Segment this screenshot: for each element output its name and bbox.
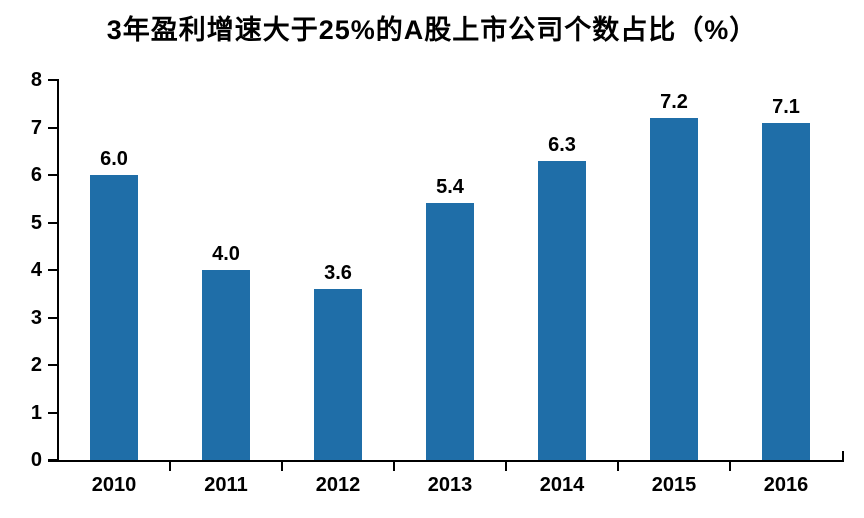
x-axis-end-tick bbox=[842, 451, 844, 460]
x-tick bbox=[505, 462, 507, 471]
x-axis-line bbox=[48, 460, 844, 462]
x-axis-label: 2015 bbox=[651, 474, 697, 496]
y-tick bbox=[48, 316, 58, 319]
y-tick bbox=[48, 411, 58, 414]
x-axis-label: 2011 bbox=[204, 474, 248, 496]
bar-value-label: 6.3 bbox=[548, 134, 576, 156]
y-tick-label: 7 bbox=[30, 116, 42, 139]
x-tick bbox=[169, 462, 171, 471]
x-tick bbox=[393, 462, 395, 471]
x-axis-label: 2014 bbox=[539, 474, 585, 496]
bar-value-label: 6.0 bbox=[100, 148, 128, 170]
y-tick-label: 6 bbox=[30, 164, 42, 186]
bar bbox=[538, 161, 586, 460]
bar bbox=[314, 289, 362, 460]
bar-value-label: 3.6 bbox=[324, 262, 352, 284]
bar-value-label: 5.4 bbox=[436, 176, 464, 198]
x-tick bbox=[617, 462, 619, 471]
y-tick-label: 4 bbox=[30, 259, 42, 281]
x-tick bbox=[729, 462, 731, 471]
y-tick bbox=[48, 221, 58, 224]
y-tick bbox=[48, 364, 58, 366]
y-tick-label: 5 bbox=[30, 211, 42, 234]
chart-title: 3年盈利增速大于25%的A股上市公司个数占比（%） bbox=[106, 15, 758, 45]
x-axis-label: 2016 bbox=[763, 474, 809, 496]
bar bbox=[90, 175, 138, 460]
x-axis-label: 2010 bbox=[91, 474, 137, 496]
y-tick bbox=[48, 269, 58, 271]
bar-value-label: 7.1 bbox=[772, 96, 800, 118]
y-tick-label: 8 bbox=[30, 69, 42, 91]
bar bbox=[762, 123, 810, 460]
y-tick bbox=[48, 459, 58, 461]
bar bbox=[202, 270, 250, 460]
bar-value-label: 7.2 bbox=[660, 91, 688, 113]
bar-value-label: 4.0 bbox=[212, 243, 240, 265]
y-tick bbox=[48, 174, 58, 176]
y-tick-label: 2 bbox=[30, 354, 42, 376]
y-tick-label: 3 bbox=[30, 306, 42, 329]
y-tick-label: 0 bbox=[30, 449, 42, 471]
bar bbox=[650, 118, 698, 460]
x-axis-label: 2013 bbox=[427, 474, 473, 496]
x-axis-label: 2012 bbox=[315, 474, 361, 496]
bar bbox=[426, 203, 474, 460]
y-tick-label: 1 bbox=[30, 401, 42, 424]
y-axis-line bbox=[57, 79, 59, 462]
y-tick bbox=[48, 126, 58, 129]
x-tick bbox=[281, 462, 283, 471]
y-tick bbox=[48, 79, 58, 81]
